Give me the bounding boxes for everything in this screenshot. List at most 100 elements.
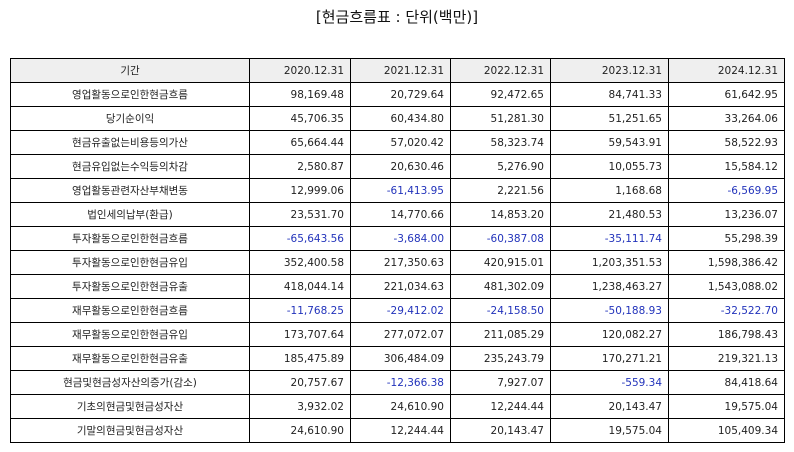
table-row: 현금유출없는비용등의가산 65,664.44 57,020.42 58,323.74 5… (10, 130, 785, 155)
table-cell: -559.34 (550, 370, 669, 395)
table-cell: 3,932.02 (249, 394, 351, 419)
table-cell: 7,927.07 (450, 370, 551, 395)
table-cell: 65,664.44 (249, 130, 351, 155)
table-cell: 120,082.27 (550, 322, 669, 347)
table-row: 현금유입없는수익등의차감 2,580.87 20,630.46 5,276.90 10,… (10, 154, 785, 179)
table-row: 재무활동으로인한현금흐름 -11,768.25 -29,412.02 -24,158.… (10, 298, 785, 323)
table-cell: 1,168.68 (550, 178, 669, 203)
column-header-period: 기간 (10, 58, 250, 83)
table-cell: 98,169.48 (249, 82, 351, 107)
table-cell: 170,271.21 (550, 346, 669, 371)
row-label: 투자활동으로인한현금유출 (10, 274, 250, 299)
table-cell: 20,143.47 (450, 418, 551, 443)
table-cell: 418,044.14 (249, 274, 351, 299)
table-cell: 2,221.56 (450, 178, 551, 203)
table-cell: 51,251.65 (550, 106, 669, 131)
column-header-2020: 2020.12.31 (249, 58, 351, 83)
table-cell: 481,302.09 (450, 274, 551, 299)
table-row: 영업활동으로인한현금흐름 98,169.48 20,729.64 92,472.65 8… (10, 82, 785, 107)
table-cell: -60,387.08 (450, 226, 551, 251)
column-header-2024: 2024.12.31 (668, 58, 785, 83)
table-cell: -50,188.93 (550, 298, 669, 323)
table-cell: 15,584.12 (668, 154, 785, 179)
table-cell: 19,575.04 (668, 394, 785, 419)
row-label: 현금유입없는수익등의차감 (10, 154, 250, 179)
table-cell: -12,366.38 (350, 370, 451, 395)
table-cell: -6,569.95 (668, 178, 785, 203)
table-cell: 217,350.63 (350, 250, 451, 275)
table-cell: 20,143.47 (550, 394, 669, 419)
row-label: 현금및현금성자산의증가(감소) (10, 370, 250, 395)
table-cell: 1,543,088.02 (668, 274, 785, 299)
cash-flow-table: 기간 2020.12.31 2021.12.31 2022.12.31 2023… (10, 58, 785, 443)
table-row: 투자활동으로인한현금유출 418,044.14 221,034.63 481,302.… (10, 274, 785, 299)
table-cell: 221,034.63 (350, 274, 451, 299)
table-cell: 84,418.64 (668, 370, 785, 395)
table-body: 영업활동으로인한현금흐름 98,169.48 20,729.64 92,472.65 8… (10, 82, 785, 443)
table-cell: 21,480.53 (550, 202, 669, 227)
table-cell: -61,413.95 (350, 178, 451, 203)
table-cell: -65,643.56 (249, 226, 351, 251)
table-cell: 33,264.06 (668, 106, 785, 131)
row-label: 법인세의납부(환급) (10, 202, 250, 227)
column-header-2023: 2023.12.31 (550, 58, 669, 83)
table-cell: 219,321.13 (668, 346, 785, 371)
table-cell: 12,999.06 (249, 178, 351, 203)
row-label: 투자활동으로인한현금흐름 (10, 226, 250, 251)
table-header-row: 기간 2020.12.31 2021.12.31 2022.12.31 2023… (10, 58, 785, 83)
table-row: 영업활동관련자산부채변동 12,999.06 -61,413.95 2,221.56 1… (10, 178, 785, 203)
row-label: 현금유출없는비용등의가산 (10, 130, 250, 155)
table-cell: 13,236.07 (668, 202, 785, 227)
table-cell: -3,684.00 (350, 226, 451, 251)
table-cell: 105,409.34 (668, 418, 785, 443)
table-row: 투자활동으로인한현금흐름 -65,643.56 -3,684.00 -60,387.0… (10, 226, 785, 251)
table-cell: 57,020.42 (350, 130, 451, 155)
row-label: 기초의현금및현금성자산 (10, 394, 250, 419)
column-header-2021: 2021.12.31 (350, 58, 451, 83)
table-cell: 58,323.74 (450, 130, 551, 155)
table-cell: 20,729.64 (350, 82, 451, 107)
table-cell: 277,072.07 (350, 322, 451, 347)
table-cell: 2,580.87 (249, 154, 351, 179)
row-label: 영업활동으로인한현금흐름 (10, 82, 250, 107)
table-row: 재무활동으로인한현금유출 185,475.89 306,484.09 235,243.… (10, 346, 785, 371)
table-cell: 55,298.39 (668, 226, 785, 251)
table-cell: 10,055.73 (550, 154, 669, 179)
table-cell: 186,798.43 (668, 322, 785, 347)
table-cell: 1,598,386.42 (668, 250, 785, 275)
table-cell: 20,757.67 (249, 370, 351, 395)
row-label: 기말의현금및현금성자산 (10, 418, 250, 443)
table-cell: 60,434.80 (350, 106, 451, 131)
table-row: 법인세의납부(환급) 23,531.70 14,770.66 14,853.20 21,… (10, 202, 785, 227)
table-cell: 14,853.20 (450, 202, 551, 227)
table-row: 기초의현금및현금성자산 3,932.02 24,610.90 12,244.44 20,… (10, 394, 785, 419)
table-row: 기말의현금및현금성자산 24,610.90 12,244.44 20,143.47 19… (10, 418, 785, 443)
table-cell: -35,111.74 (550, 226, 669, 251)
row-label: 투자활동으로인한현금유입 (10, 250, 250, 275)
table-cell: 20,630.46 (350, 154, 451, 179)
table-cell: 23,531.70 (249, 202, 351, 227)
table-cell: 59,543.91 (550, 130, 669, 155)
row-label: 재무활동으로인한현금흐름 (10, 298, 250, 323)
table-cell: 1,238,463.27 (550, 274, 669, 299)
table-cell: -29,412.02 (350, 298, 451, 323)
table-cell: 1,203,351.53 (550, 250, 669, 275)
table-row: 투자활동으로인한현금유입 352,400.58 217,350.63 420,915.… (10, 250, 785, 275)
table-cell: -11,768.25 (249, 298, 351, 323)
table-row: 재무활동으로인한현금유입 173,707.64 277,072.07 211,085.… (10, 322, 785, 347)
table-cell: 84,741.33 (550, 82, 669, 107)
table-cell: 19,575.04 (550, 418, 669, 443)
table-cell: 12,244.44 (350, 418, 451, 443)
table-cell: 5,276.90 (450, 154, 551, 179)
page-title: [현금흐름표 : 단위(백만)] (315, 8, 479, 26)
table-cell: 24,610.90 (249, 418, 351, 443)
table-cell: 12,244.44 (450, 394, 551, 419)
table-cell: 24,610.90 (350, 394, 451, 419)
table-cell: 173,707.64 (249, 322, 351, 347)
table-cell: 306,484.09 (350, 346, 451, 371)
table-cell: 58,522.93 (668, 130, 785, 155)
table-cell: 51,281.30 (450, 106, 551, 131)
table-cell: 352,400.58 (249, 250, 351, 275)
table-cell: 45,706.35 (249, 106, 351, 131)
table-cell: 14,770.66 (350, 202, 451, 227)
